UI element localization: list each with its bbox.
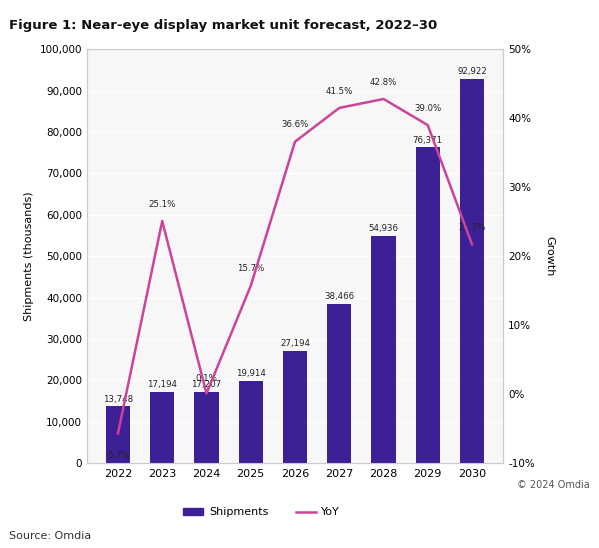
YoY (380, 96, 387, 102)
Text: 92,922: 92,922 (457, 67, 487, 76)
Bar (238, 381, 263, 463)
Text: 17,207: 17,207 (192, 380, 222, 390)
Text: 41.5%: 41.5% (326, 87, 353, 95)
Bar (194, 392, 219, 463)
Bar (283, 351, 307, 463)
Bar (106, 406, 130, 463)
Bar (327, 304, 352, 463)
Text: 19,914: 19,914 (236, 369, 266, 378)
Text: 15.7%: 15.7% (237, 265, 264, 273)
Text: 27,194: 27,194 (280, 339, 310, 348)
Text: Source: Omdia: Source: Omdia (9, 532, 91, 541)
Text: 21.7%: 21.7% (458, 223, 486, 232)
Bar (460, 78, 484, 463)
YoY (203, 390, 210, 397)
Line: YoY: YoY (118, 99, 472, 433)
YoY (468, 241, 476, 248)
Text: 0.1%: 0.1% (195, 374, 217, 383)
YoY (114, 430, 122, 437)
YoY (424, 122, 431, 128)
Legend: Shipments, YoY: Shipments, YoY (183, 507, 340, 517)
Text: © 2024 Omdia: © 2024 Omdia (518, 481, 590, 490)
YoY (291, 139, 298, 145)
YoY (335, 105, 343, 111)
Text: 76,371: 76,371 (413, 135, 443, 145)
Text: 38,466: 38,466 (324, 293, 355, 301)
Y-axis label: Shipments (thousands): Shipments (thousands) (24, 191, 34, 321)
YoY (247, 283, 255, 289)
Text: Figure 1: Near-eye display market unit forecast, 2022–30: Figure 1: Near-eye display market unit f… (9, 19, 437, 32)
Text: 36.6%: 36.6% (282, 121, 308, 129)
Y-axis label: Growth: Growth (544, 236, 554, 276)
Bar (416, 147, 440, 463)
Text: -5.7%: -5.7% (105, 450, 131, 460)
YoY (159, 218, 166, 224)
Text: 54,936: 54,936 (368, 224, 398, 233)
Text: 17,194: 17,194 (147, 380, 177, 390)
Text: 42.8%: 42.8% (370, 78, 397, 87)
Text: 13,748: 13,748 (103, 395, 133, 404)
Text: 25.1%: 25.1% (149, 199, 176, 209)
Bar (150, 392, 174, 463)
Bar (371, 236, 396, 463)
Text: 39.0%: 39.0% (414, 104, 441, 113)
